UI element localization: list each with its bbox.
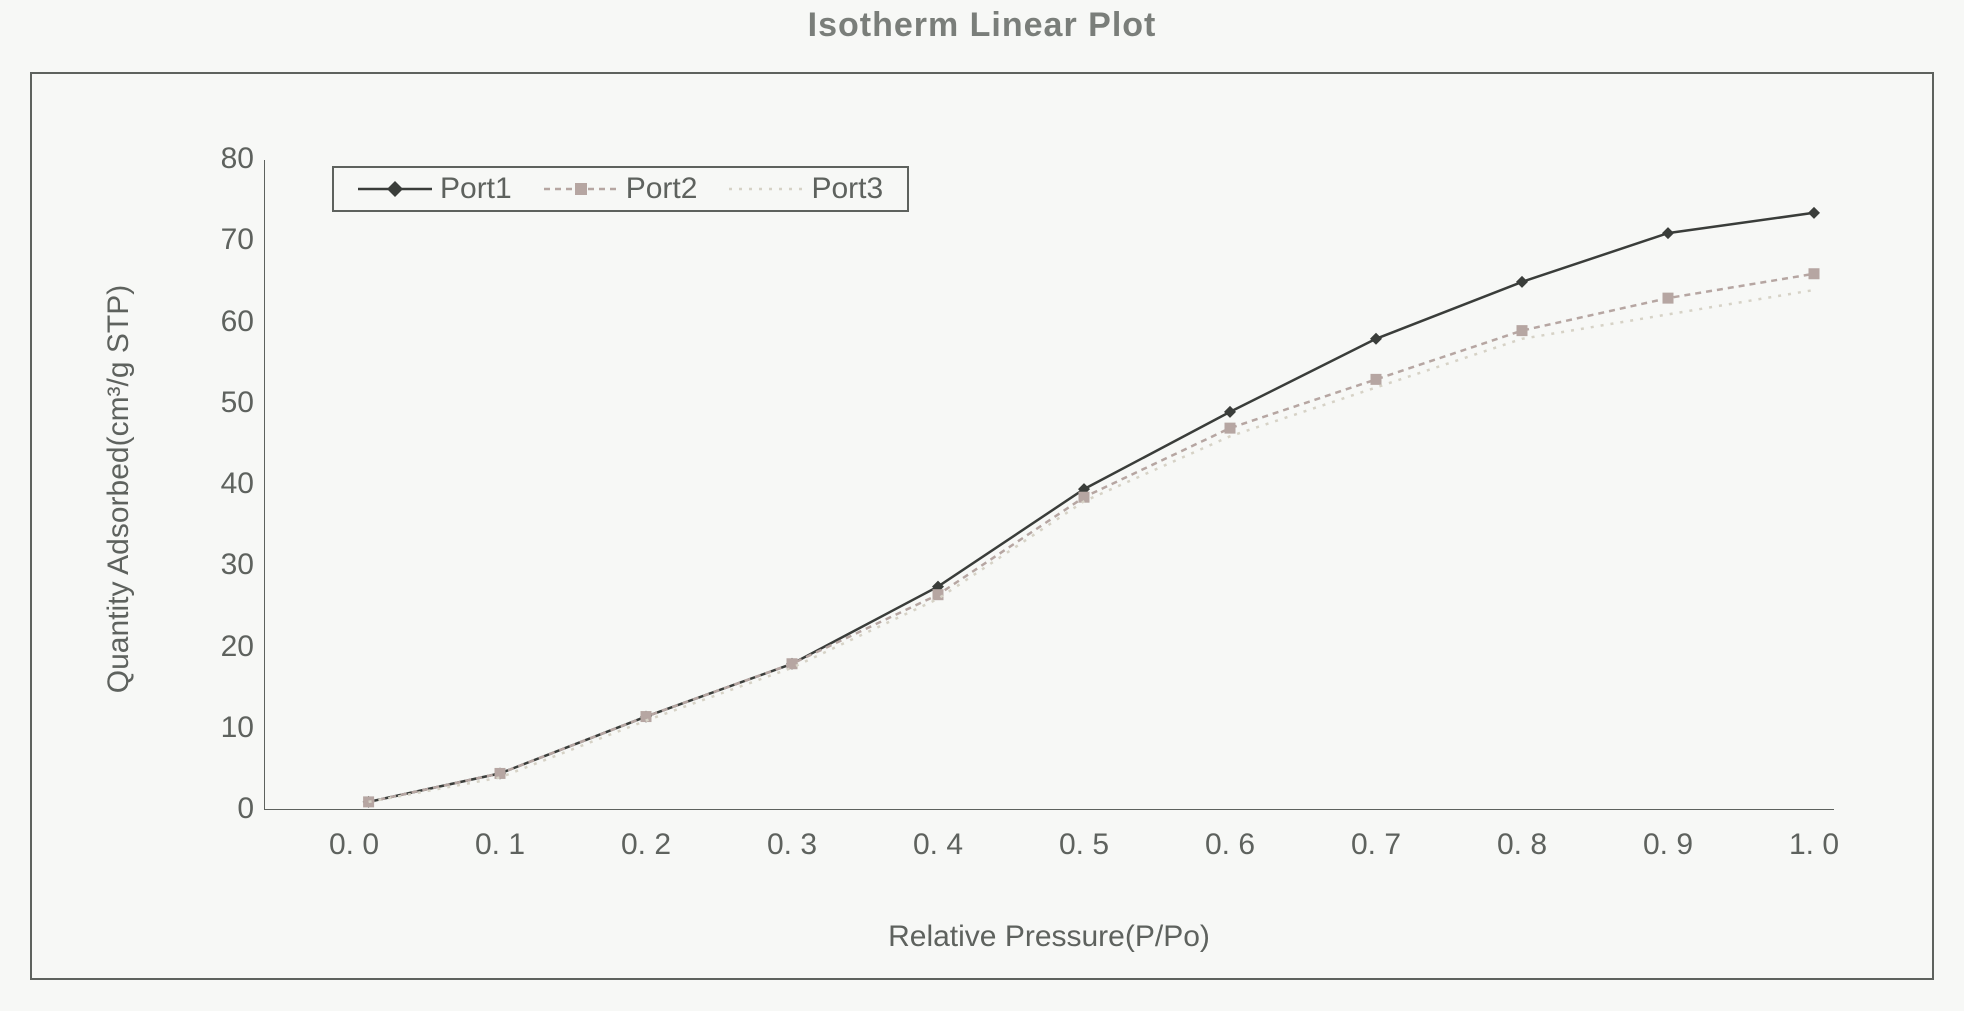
chart-frame: Port1 Port2 Port3 01020304050607080 0. 0… (30, 72, 1934, 980)
y-tick-label: 60 (184, 305, 254, 339)
y-tick-label: 30 (184, 548, 254, 582)
y-tick-label: 70 (184, 223, 254, 257)
y-tick-label: 10 (184, 711, 254, 745)
page: { "chart": { "type": "line", "title": "I… (0, 0, 1964, 1011)
chart-title: Isotherm Linear Plot (0, 6, 1964, 45)
y-axis-label: Quantity Adsorbed(cm³/g STP) (102, 164, 142, 814)
x-tick-label: 0. 5 (1044, 828, 1124, 862)
y-tick-label: 40 (184, 467, 254, 501)
plot-svg (264, 160, 1834, 810)
x-tick-label: 0. 9 (1628, 828, 1708, 862)
y-tick-label: 20 (184, 630, 254, 664)
x-tick-label: 1. 0 (1774, 828, 1854, 862)
y-tick-label: 80 (184, 142, 254, 176)
x-tick-label: 0. 1 (460, 828, 540, 862)
x-tick-label: 0. 3 (752, 828, 832, 862)
plot-area (264, 160, 1834, 810)
x-tick-label: 0. 8 (1482, 828, 1562, 862)
x-axis-label: Relative Pressure(P/Po) (264, 920, 1834, 954)
y-tick-label: 50 (184, 386, 254, 420)
x-tick-label: 0. 6 (1190, 828, 1270, 862)
x-tick-label: 0. 7 (1336, 828, 1416, 862)
x-tick-label: 0. 2 (606, 828, 686, 862)
x-tick-label: 0. 0 (314, 828, 394, 862)
y-tick-label: 0 (184, 792, 254, 826)
x-tick-label: 0. 4 (898, 828, 978, 862)
